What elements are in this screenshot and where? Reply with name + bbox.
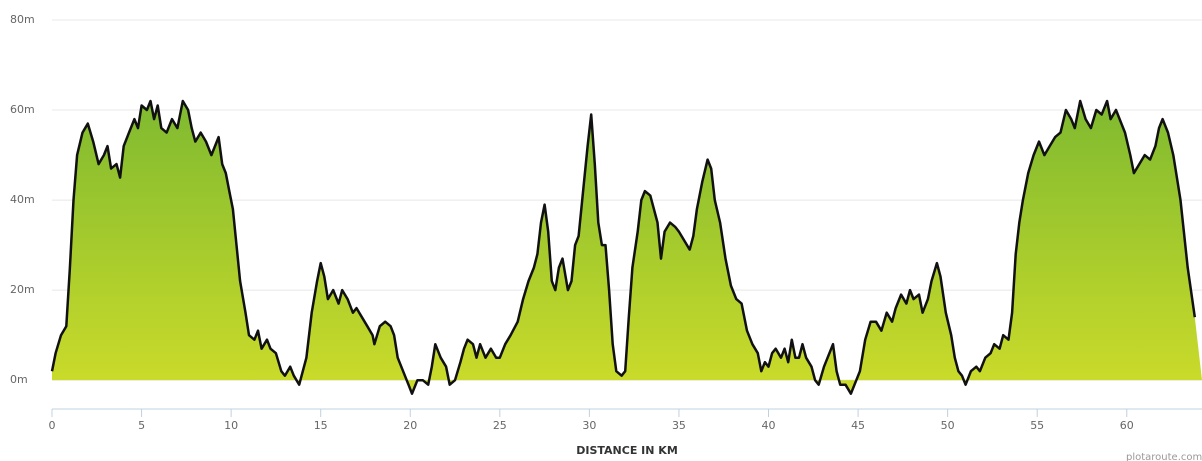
x-tick-label: 35	[672, 419, 686, 432]
y-tick-label: 0m	[10, 373, 28, 386]
y-tick-label: 60m	[10, 103, 35, 116]
x-axis-title: DISTANCE IN KM	[576, 444, 678, 457]
x-tick-label: 45	[851, 419, 865, 432]
elevation-area	[52, 101, 1202, 394]
x-tick-label: 40	[762, 419, 776, 432]
x-tick-label: 60	[1120, 419, 1134, 432]
y-tick-label: 40m	[10, 193, 35, 206]
x-tick-label: 50	[941, 419, 955, 432]
credit: plotaroute.com	[1126, 452, 1202, 461]
x-tick-label: 20	[403, 419, 417, 432]
y-tick-label: 80m	[10, 13, 35, 26]
x-tick-label: 30	[582, 419, 596, 432]
x-tick-label: 10	[224, 419, 238, 432]
x-tick-label: 15	[314, 419, 328, 432]
x-tick-label: 0	[49, 419, 56, 432]
x-tick-label: 55	[1030, 419, 1044, 432]
elevation-line	[50, 99, 1197, 395]
y-tick-label: 20m	[10, 283, 35, 296]
x-tick-label: 5	[138, 419, 145, 432]
x-tick-label: 25	[493, 419, 507, 432]
